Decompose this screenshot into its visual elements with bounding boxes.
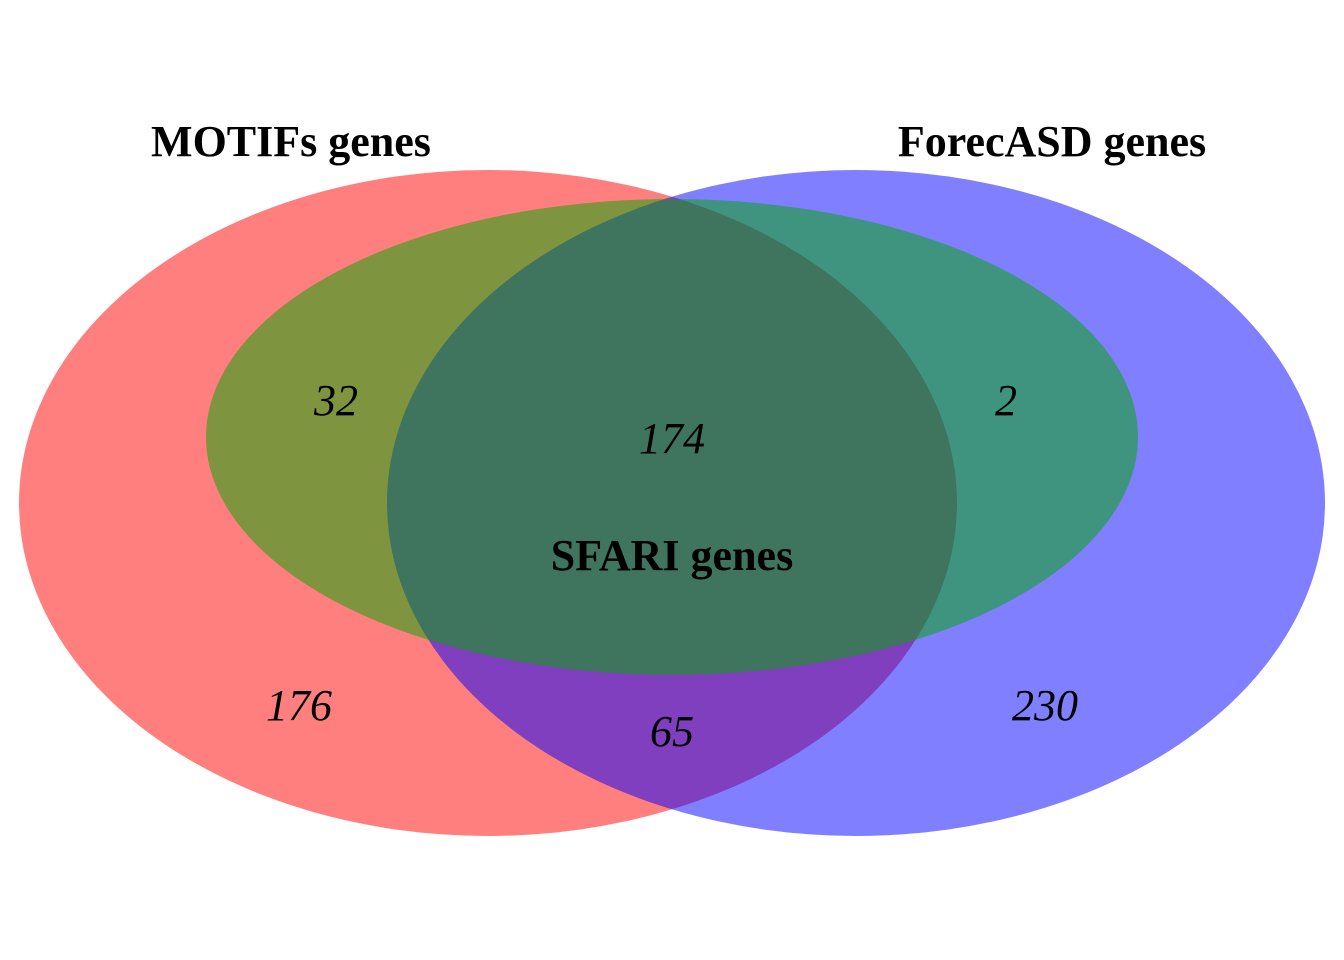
forecasd-set-label: ForecASD genes [898, 117, 1206, 166]
sfari-set-label: SFARI genes [551, 531, 793, 580]
sfari-set-ellipse [206, 199, 1138, 675]
count-motifs-sfari-only: 32 [313, 376, 358, 425]
count-forecasd-only: 230 [1012, 681, 1078, 730]
count-motifs-forecasd-only: 65 [650, 707, 694, 756]
count-forecasd-sfari-only: 2 [995, 376, 1017, 425]
count-motifs-only: 176 [266, 681, 332, 730]
count-all-three: 174 [639, 414, 705, 463]
motifs-set-label: MOTIFs genes [151, 117, 431, 166]
